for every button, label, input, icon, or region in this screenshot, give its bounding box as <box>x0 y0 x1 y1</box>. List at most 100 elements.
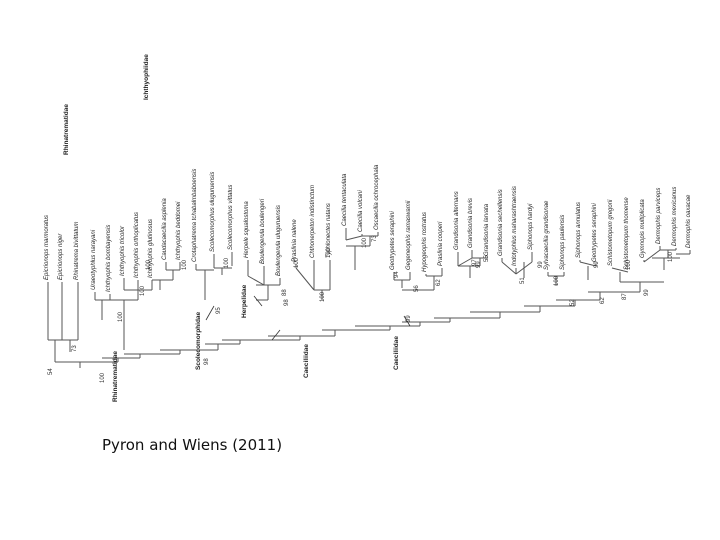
taxon-label: Ichthyophis tricolor <box>120 225 126 276</box>
taxon-label: Caecilia volcani <box>358 190 364 232</box>
taxon-label: Scolecomorphus uluguruensis <box>210 172 216 252</box>
support-value: 100 <box>554 275 560 286</box>
taxon-label: Siphonops annulatus <box>576 202 582 258</box>
support-value: 100 <box>140 285 146 296</box>
support-value: 51 <box>520 277 526 284</box>
support-value: 100 <box>362 237 368 248</box>
taxon-labels: Epicrionops marmoratus Epicrionops niger R… <box>44 164 692 292</box>
tree-branch <box>345 235 363 241</box>
family-arrow <box>253 295 263 307</box>
support-value: 97 <box>472 259 478 266</box>
taxon-label: Schistometopum gregorii <box>608 199 614 266</box>
support-value: 100 <box>326 247 332 258</box>
support-value: 100 <box>294 257 300 268</box>
taxon-label: Grandisonia sechellensis <box>498 189 504 256</box>
taxon-label: Uraeotyphlus narayani <box>91 229 97 290</box>
taxon-label: Grandisonia larvata <box>484 203 490 256</box>
support-value: 55 <box>484 255 490 262</box>
tree-branch <box>457 257 473 267</box>
family-label: Ichthyophiidae <box>143 54 150 100</box>
taxon-label: Praslinia cooperi <box>438 221 444 266</box>
family-arrow <box>403 315 411 327</box>
taxon-label: Epicrionops marmoratus <box>44 215 50 280</box>
tree-branch <box>501 261 517 275</box>
taxon-label: Schistometopum thomense <box>624 197 630 270</box>
support-value: 99 <box>594 261 600 268</box>
taxon-label: Hypogeophis rostratus <box>422 212 428 272</box>
tree-branch <box>247 275 265 286</box>
support-value: 62 <box>436 279 442 286</box>
support-value: 100 <box>224 257 230 268</box>
taxon-label: Sylvacaecilia grandisonae <box>544 200 550 270</box>
taxon-label: Caecilia tentaculata <box>342 173 348 226</box>
support-value: 100 <box>626 259 632 270</box>
tree-branch <box>579 261 597 267</box>
taxon-label: Geotrypetes seraphini <box>592 203 598 262</box>
taxon-label: Dermophis oaxacae <box>686 194 692 248</box>
family-arrow <box>271 329 281 341</box>
taxon-label: Scolecomorphus vittatus <box>228 185 234 250</box>
support-value: 94 <box>394 271 400 278</box>
support-value: 52 <box>570 299 576 306</box>
family-arrow <box>205 305 215 321</box>
support-value: 100 <box>182 259 188 270</box>
taxon-label: Boulengerula uluguruensis <box>276 205 282 276</box>
taxon-label: Siphonops hardyi <box>528 203 534 250</box>
support-value: 95 <box>216 307 222 314</box>
tree-branch <box>611 267 629 273</box>
support-value: 100 <box>118 311 124 322</box>
taxon-label: Siphonops paulensis <box>560 215 566 270</box>
support-value: 98 <box>284 299 290 306</box>
taxon-label: Caudacaecilia asplenia <box>162 198 168 260</box>
support-values: 54 73 100 100 100 100 100 98 95 100 98 88 100 100 100 1… <box>48 235 674 383</box>
family-labels: Rhinatrematidae Ichthyophiidae Scolecomorp… <box>63 54 400 402</box>
family-label: Scolecomorphidae <box>195 311 202 370</box>
tree-branches <box>47 228 691 368</box>
support-value: 100 <box>146 259 152 270</box>
support-value: 99 <box>406 315 412 322</box>
family-label: Rhinatrematidae <box>63 104 70 155</box>
family-label: Caeciliidae <box>303 344 310 378</box>
taxon-label: Praslinia nalene <box>292 219 298 262</box>
support-value: 99 <box>476 261 482 268</box>
taxon-label: Dermophis parviceps <box>656 188 662 244</box>
support-value: 87 <box>622 293 628 300</box>
tree-branch <box>643 249 661 263</box>
support-value: 100 <box>320 291 326 302</box>
taxon-label: Ichthyophis orthoplicatus <box>134 212 140 278</box>
taxon-label: Ichthyophis bombayensis <box>106 225 112 292</box>
taxon-label: Chthonerpeton indistinctum <box>310 185 316 258</box>
support-value: 62 <box>600 297 606 304</box>
support-value: 99 <box>644 289 650 296</box>
taxon-label: Ichthyophis beddomei <box>176 201 182 260</box>
taxon-label: Crotaphatrema tchabalmbaboensis <box>192 169 198 262</box>
family-arrows <box>205 295 411 341</box>
support-value: 73 <box>72 345 78 352</box>
support-value: 100 <box>100 372 106 383</box>
family-label: Caeciliidae <box>393 336 400 370</box>
taxon-label: Grandisonia alternans <box>454 191 460 250</box>
family-label: Rhinatrematidae <box>112 351 119 402</box>
support-value: 88 <box>282 289 288 296</box>
taxon-label: Typhlonectes natans <box>326 203 332 258</box>
taxon-label: Dermophis mexicanus <box>672 187 678 246</box>
family-label: Herpelidae <box>241 284 248 318</box>
figure-caption: Pyron and Wiens (2011) <box>102 436 283 454</box>
taxon-label: Geotrypetes seraphini <box>390 211 396 270</box>
taxon-label: Grandisonia brevis <box>468 198 474 248</box>
support-value: 54 <box>48 368 54 375</box>
taxon-label: Herpele squalostoma <box>244 201 250 258</box>
taxon-label: Gegeneophis ramaswamii <box>406 200 412 270</box>
taxon-label: Oscaecilia ochrocephala <box>374 164 380 230</box>
taxon-label: Boulengerula boulengeri <box>260 198 266 264</box>
taxon-label: Ichthyophis glutinosus <box>148 219 154 278</box>
taxon-label: Rhinatrema bivittatum <box>74 222 80 280</box>
taxon-label: Gymnopis multiplicata <box>640 199 646 258</box>
support-value: 56 <box>414 285 420 292</box>
taxon-label: Epicrionops niger <box>58 233 64 280</box>
tree-branch <box>295 267 315 291</box>
support-value: 99 <box>538 261 544 268</box>
support-value: 100 <box>668 251 674 262</box>
support-value: 73 <box>372 235 378 242</box>
